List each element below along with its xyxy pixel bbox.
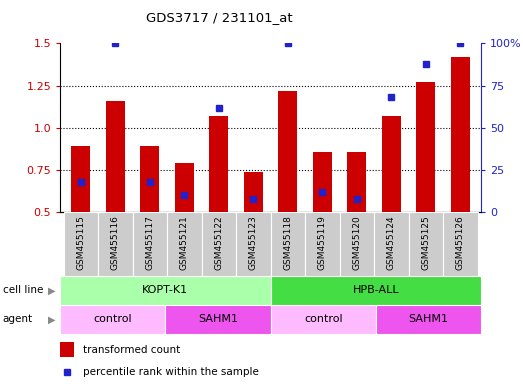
Bar — [64, 212, 98, 276]
Bar — [376, 305, 481, 334]
Text: GSM455115: GSM455115 — [76, 215, 85, 270]
Bar — [271, 276, 481, 305]
Text: agent: agent — [3, 314, 33, 324]
Bar — [209, 116, 229, 212]
Bar — [60, 342, 74, 357]
Bar — [374, 212, 408, 276]
Text: ▶: ▶ — [48, 314, 55, 324]
Text: GSM455119: GSM455119 — [318, 215, 327, 270]
Text: control: control — [94, 314, 132, 324]
Bar — [416, 82, 436, 212]
Bar — [202, 212, 236, 276]
Bar — [451, 57, 470, 212]
Text: GSM455126: GSM455126 — [456, 215, 465, 270]
Text: GSM455122: GSM455122 — [214, 215, 223, 270]
Text: GSM455120: GSM455120 — [353, 215, 361, 270]
Bar — [140, 146, 160, 212]
Bar — [382, 116, 401, 212]
Bar — [175, 163, 194, 212]
Text: GSM455121: GSM455121 — [180, 215, 189, 270]
Bar — [278, 91, 298, 212]
Text: GSM455124: GSM455124 — [387, 215, 396, 270]
Bar — [305, 212, 339, 276]
Bar — [60, 276, 271, 305]
Text: GSM455125: GSM455125 — [422, 215, 430, 270]
Bar — [443, 212, 477, 276]
Bar — [313, 152, 332, 212]
Bar — [271, 305, 376, 334]
Bar — [271, 212, 305, 276]
Text: control: control — [304, 314, 343, 324]
Text: percentile rank within the sample: percentile rank within the sample — [83, 367, 259, 377]
Text: GSM455123: GSM455123 — [249, 215, 258, 270]
Text: SAHM1: SAHM1 — [198, 314, 238, 324]
Text: HPB-ALL: HPB-ALL — [353, 285, 399, 295]
Bar — [98, 212, 133, 276]
Bar — [244, 172, 263, 212]
Bar — [339, 212, 374, 276]
Text: SAHM1: SAHM1 — [408, 314, 449, 324]
Text: ▶: ▶ — [48, 285, 55, 295]
Bar — [236, 212, 271, 276]
Text: GDS3717 / 231101_at: GDS3717 / 231101_at — [146, 11, 293, 24]
Bar — [347, 152, 367, 212]
Text: GSM455118: GSM455118 — [283, 215, 292, 270]
Text: GSM455117: GSM455117 — [145, 215, 154, 270]
Bar — [408, 212, 443, 276]
Bar — [133, 212, 167, 276]
Text: cell line: cell line — [3, 285, 43, 295]
Text: transformed count: transformed count — [83, 345, 180, 355]
Bar — [106, 101, 125, 212]
Bar — [165, 305, 271, 334]
Bar — [167, 212, 202, 276]
Bar — [60, 305, 165, 334]
Text: GSM455116: GSM455116 — [111, 215, 120, 270]
Bar — [71, 146, 90, 212]
Text: KOPT-K1: KOPT-K1 — [142, 285, 188, 295]
